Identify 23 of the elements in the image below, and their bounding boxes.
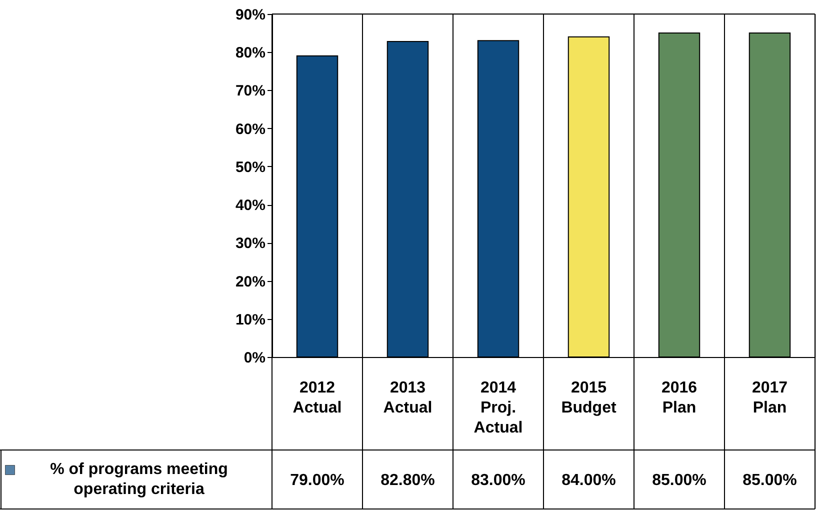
data-label: 85.00% bbox=[652, 472, 706, 489]
x-tick-label: 2016 Plan bbox=[661, 380, 698, 416]
y-tick-label: 90% bbox=[235, 6, 266, 24]
x-tick-label: 2012 Actual bbox=[292, 380, 342, 416]
y-tick-label: 10% bbox=[235, 311, 266, 328]
y-tick-label: 50% bbox=[235, 158, 266, 176]
x-tick-label: 2017 Plan bbox=[752, 380, 788, 416]
y-tick-label: 80% bbox=[235, 44, 266, 62]
y-tick-label: 30% bbox=[235, 235, 266, 252]
y-tick-label: 40% bbox=[235, 197, 266, 214]
y-tick-label: 0% bbox=[244, 350, 266, 366]
data-label: 83.00% bbox=[471, 472, 526, 489]
legend-label: % of programs meeting operating criteria bbox=[50, 461, 228, 498]
data-label: 79.00% bbox=[290, 472, 344, 489]
x-tick-label: 2013 Actual bbox=[383, 380, 432, 416]
y-tick-label: 20% bbox=[235, 273, 266, 290]
y-tick-label: 70% bbox=[235, 82, 266, 100]
data-label: 82.80% bbox=[380, 472, 435, 489]
y-tick-label: 60% bbox=[235, 120, 266, 138]
data-label: 84.00% bbox=[562, 472, 616, 489]
data-label: 85.00% bbox=[742, 472, 797, 489]
x-tick-label: 2015 Budget bbox=[561, 380, 617, 416]
x-tick-label: 2014 Proj. Actual bbox=[474, 380, 523, 436]
